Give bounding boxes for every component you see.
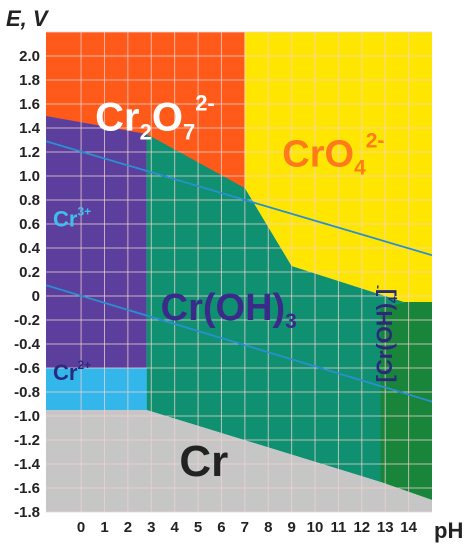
x-tick-label: 5 (194, 519, 202, 536)
x-tick-label: 12 (353, 519, 370, 536)
y-tick-label: 0.6 (19, 216, 40, 233)
y-tick-label: 1.0 (19, 168, 40, 185)
x-tick-label: 2 (124, 519, 132, 536)
water-lines-layer (45, 140, 433, 403)
water-upper-line (45, 140, 433, 257)
x-tick-label: 11 (330, 519, 346, 536)
y-tick-label: -1.0 (14, 408, 40, 425)
region-cr3 (46, 116, 147, 368)
label-cr: Cr (179, 437, 228, 486)
y-tick-label: 1.8 (19, 72, 40, 89)
x-tick-label: 4 (170, 519, 179, 536)
x-tick-label: 1 (100, 519, 108, 536)
x-tick-label: 10 (307, 519, 324, 536)
label-cr2: Cr2+ (53, 358, 91, 385)
x-tick-labels: 0 1 2 3 4 5 6 7 8 9 10 11 12 13 14 (77, 519, 418, 536)
water-lower-line (45, 284, 433, 403)
region-cr (46, 410, 432, 512)
x-tick-label: 7 (241, 519, 249, 536)
x-tick-label: 3 (147, 519, 155, 536)
x-tick-label: 0 (77, 519, 85, 536)
x-axis-title: pH (434, 518, 463, 543)
label-cro4-2: CrO42- (282, 129, 384, 179)
label-cr-oh-4: [Cr(OH)4]- (370, 285, 400, 382)
label-cr2o7-2: Cr2O72- (95, 90, 215, 144)
y-tick-label: 0.8 (19, 192, 40, 209)
y-tick-label: 0.4 (19, 240, 41, 257)
x-tick-label: 8 (264, 519, 272, 536)
x-tick-label: 9 (287, 519, 295, 536)
x-tick-label: 14 (400, 519, 417, 536)
y-tick-label: 1.6 (19, 96, 40, 113)
region-cr2 (46, 368, 147, 410)
y-tick-labels: 2.0 1.8 1.6 1.4 1.2 1.0 0.8 0.6 0.4 0.2 0 -0.2 -0.4 -… (14, 48, 41, 521)
y-tick-label: -1.4 (14, 456, 41, 473)
region-cr-oh-4 (380, 302, 432, 500)
y-tick-label: -1.2 (14, 432, 40, 449)
x-tick-label: 6 (217, 519, 225, 536)
y-axis-title: E, V (6, 6, 50, 31)
region-labels-layer: Cr2O72- CrO42- Cr3+ Cr(OH)3 [Cr(OH)4]- Cr2+ Cr (53, 90, 400, 486)
y-tick-label: -1.8 (14, 504, 40, 521)
y-tick-label: -0.4 (14, 336, 41, 353)
y-tick-label: 0 (32, 288, 40, 305)
y-tick-label: -1.6 (14, 480, 40, 497)
y-tick-label: -0.2 (14, 312, 40, 329)
label-cr3: Cr3+ (53, 204, 91, 231)
y-tick-label: 2.0 (19, 48, 40, 65)
region-cr2o7-2 (46, 32, 245, 188)
label-cr-oh-3: Cr(OH)3 (161, 287, 297, 333)
y-tick-label: 1.2 (19, 144, 40, 161)
y-tick-label: 0.2 (19, 264, 40, 281)
region-cr-oh-3 (146, 134, 404, 482)
y-tick-label: 1.4 (19, 120, 41, 137)
grid-layer (46, 31, 432, 513)
y-tick-label: -0.6 (14, 360, 40, 377)
x-tick-label: 13 (377, 519, 394, 536)
y-tick-label: -0.8 (14, 384, 40, 401)
